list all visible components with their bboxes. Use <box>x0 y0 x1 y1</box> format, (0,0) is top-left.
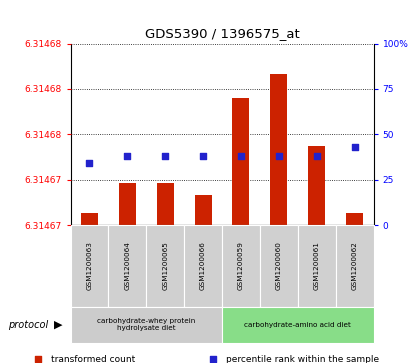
Bar <box>346 213 363 225</box>
Bar <box>71 307 222 343</box>
Bar <box>81 213 98 225</box>
Text: GSM1200065: GSM1200065 <box>162 241 168 290</box>
Bar <box>336 225 374 307</box>
Bar <box>222 225 260 307</box>
Title: GDS5390 / 1396575_at: GDS5390 / 1396575_at <box>145 26 299 40</box>
Text: GSM1200064: GSM1200064 <box>124 241 130 290</box>
Bar <box>184 225 222 307</box>
Point <box>200 153 206 159</box>
Point <box>86 160 93 166</box>
Text: percentile rank within the sample: percentile rank within the sample <box>226 355 379 363</box>
Point <box>238 153 244 159</box>
Bar <box>71 225 108 307</box>
Text: GSM1200060: GSM1200060 <box>276 241 282 290</box>
Bar <box>308 146 325 225</box>
Bar <box>157 183 174 225</box>
Point <box>34 356 41 362</box>
Point <box>313 153 320 159</box>
Bar <box>195 195 212 225</box>
Text: GSM1200061: GSM1200061 <box>314 241 320 290</box>
Text: GSM1200063: GSM1200063 <box>86 241 93 290</box>
Point <box>210 356 217 362</box>
Point <box>124 153 131 159</box>
Bar <box>232 98 249 225</box>
Bar <box>298 225 336 307</box>
Text: ▶: ▶ <box>54 320 62 330</box>
Text: transformed count: transformed count <box>51 355 135 363</box>
Text: GSM1200062: GSM1200062 <box>352 241 358 290</box>
Bar <box>146 225 184 307</box>
Bar <box>108 225 146 307</box>
Point <box>351 144 358 150</box>
Bar <box>270 74 287 225</box>
Text: carbohydrate-amino acid diet: carbohydrate-amino acid diet <box>244 322 351 328</box>
Text: GSM1200059: GSM1200059 <box>238 241 244 290</box>
Text: GSM1200066: GSM1200066 <box>200 241 206 290</box>
Bar <box>260 225 298 307</box>
Point <box>276 153 282 159</box>
Text: protocol: protocol <box>8 320 49 330</box>
Bar <box>222 307 374 343</box>
Text: carbohydrate-whey protein
hydrolysate diet: carbohydrate-whey protein hydrolysate di… <box>97 318 195 331</box>
Point <box>162 153 168 159</box>
Bar <box>119 183 136 225</box>
